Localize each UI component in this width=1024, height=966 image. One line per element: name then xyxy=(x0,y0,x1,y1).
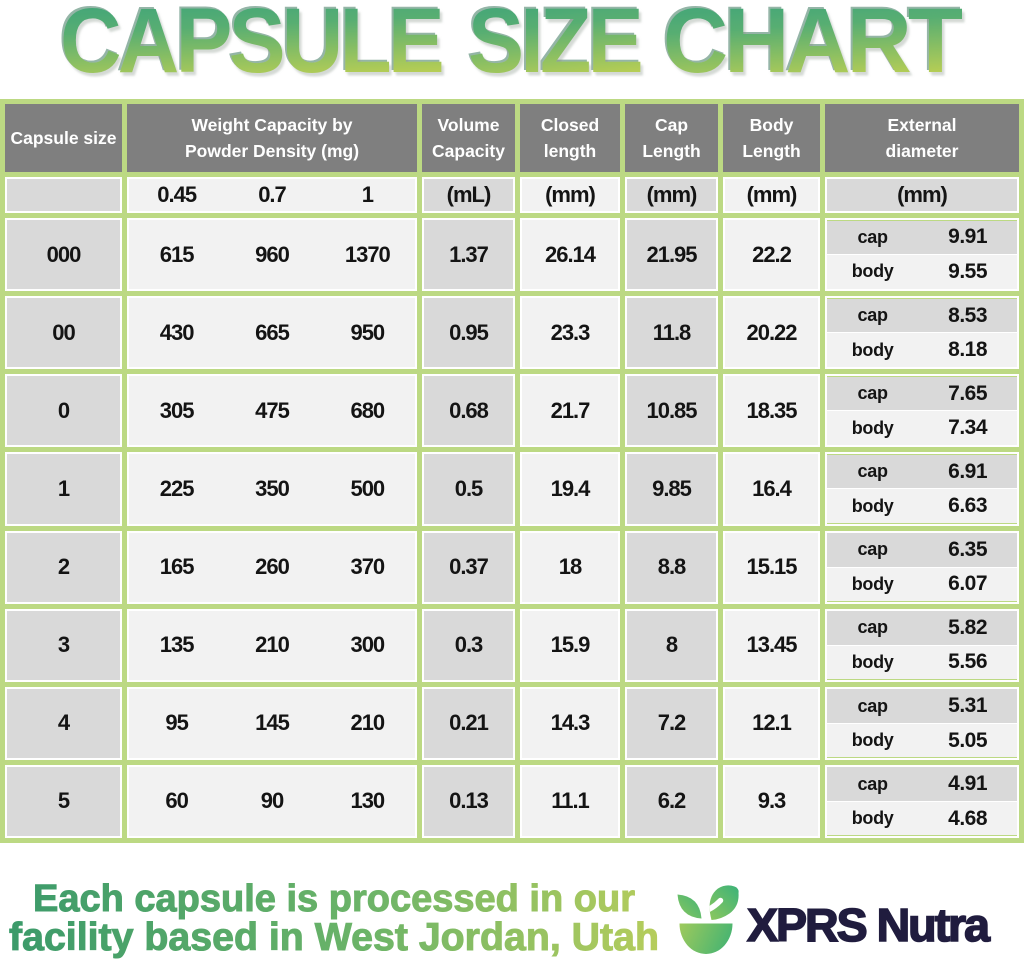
svg-text:SIZE: SIZE xyxy=(468,0,641,92)
svg-text:Each capsule is processed in o: Each capsule is processed in our xyxy=(33,878,635,920)
svg-text:CAPSULE: CAPSULE xyxy=(60,0,442,92)
svg-text:XPRS Nutra: XPRS Nutra xyxy=(747,899,990,951)
svg-text:facility based in West Jordan,: facility based in West Jordan, Utah xyxy=(9,916,659,959)
svg-text:CHART: CHART xyxy=(663,0,963,92)
